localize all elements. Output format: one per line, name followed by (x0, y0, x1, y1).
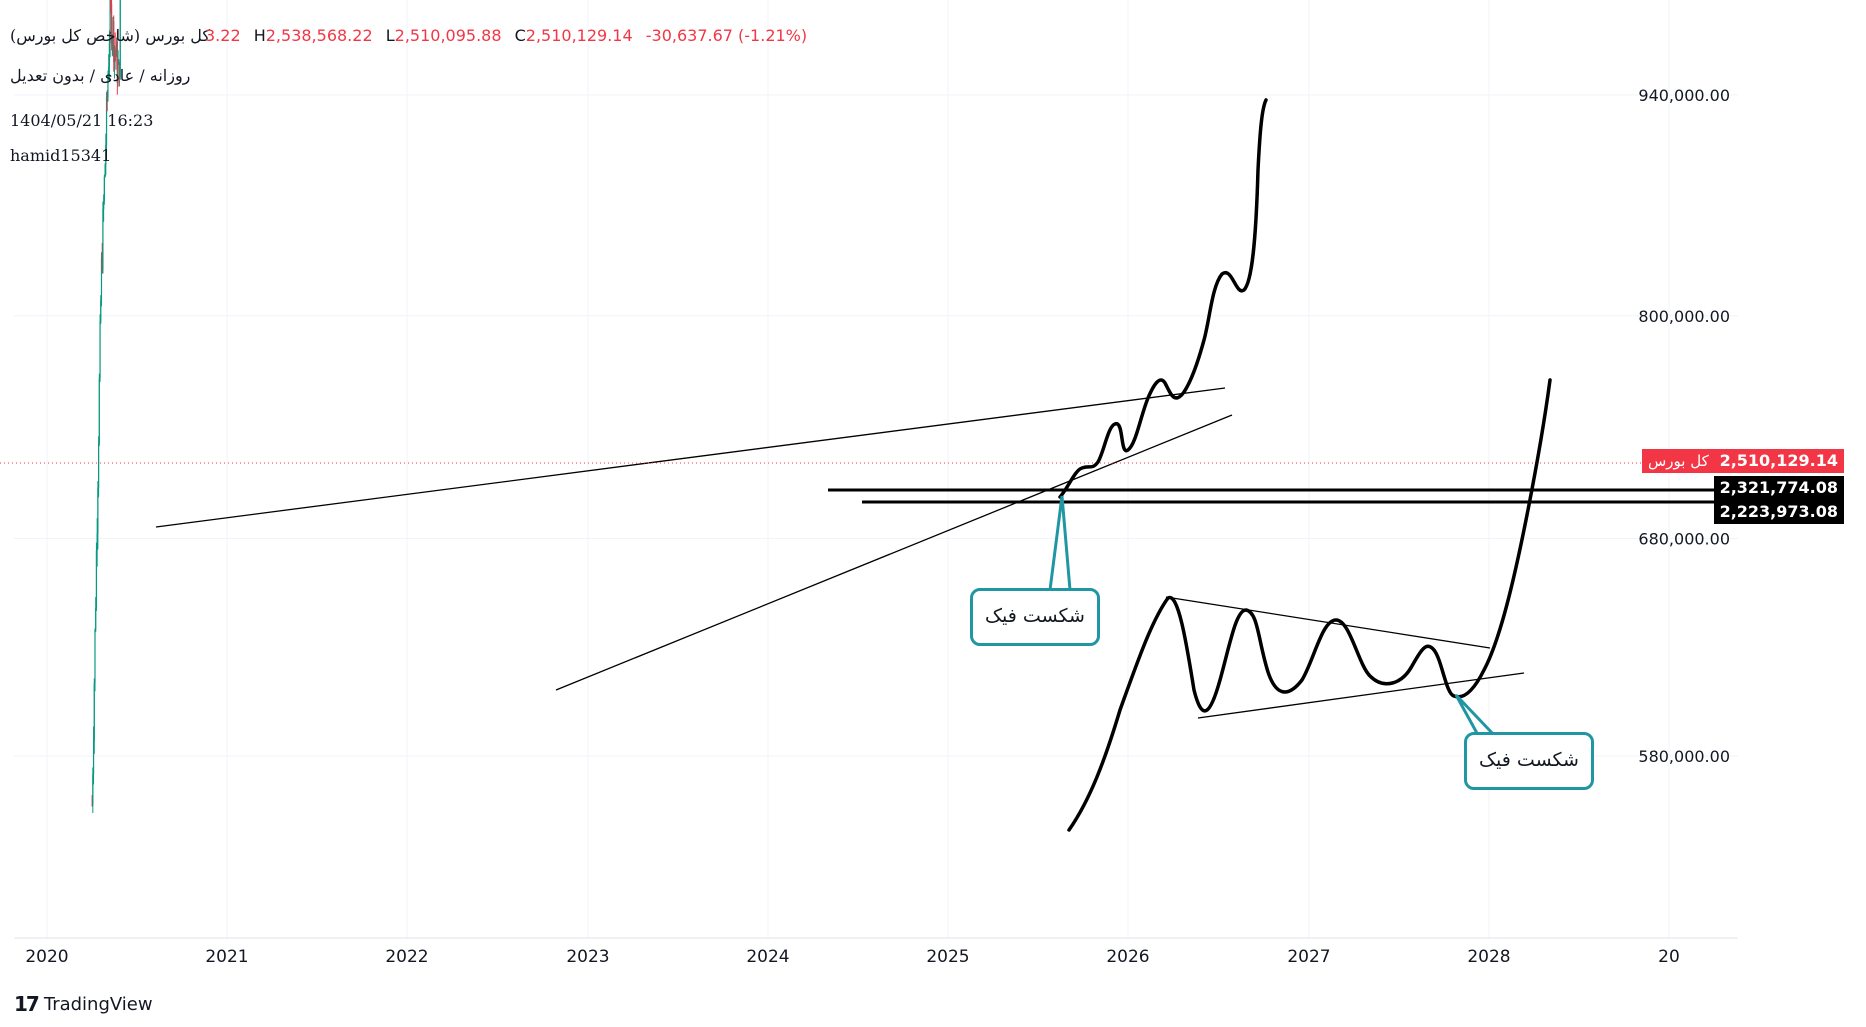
candle (101, 242, 103, 274)
tradingview-brand[interactable]: 17 TradingView (14, 992, 153, 1016)
candle (98, 373, 100, 446)
candle (100, 295, 102, 325)
candle (118, 59, 120, 65)
last-price-tag: 2,510,129.14 (1713, 449, 1844, 473)
ohlc-readout: 3.22 H2,538,568.22 L2,510,095.88 C2,510,… (205, 26, 807, 45)
candles-layer (91, 0, 121, 814)
y-tick-label: 580,000.00 (1638, 747, 1730, 766)
chart-grid (14, 0, 1738, 938)
candle (119, 0, 121, 80)
price-axis[interactable]: 580,000.00 680,000.00 800,000.00 940,000.00… (1613, 0, 1730, 766)
x-tick-label: 2027 (1287, 947, 1330, 967)
candle (108, 54, 110, 80)
candle (109, 0, 111, 58)
candle (92, 767, 94, 814)
candle (113, 15, 115, 72)
candle (114, 32, 116, 62)
y-tick-label: 800,000.00 (1638, 307, 1730, 326)
candle (104, 163, 106, 178)
x-tick-label: 2028 (1467, 947, 1510, 967)
candle (92, 726, 95, 785)
low-value: 2,510,095.88 (394, 26, 502, 45)
high-key: H (253, 26, 266, 45)
candle (103, 174, 105, 205)
brand-name: TradingView (43, 993, 153, 1015)
close-value: 2,510,129.14 (525, 26, 633, 45)
candle (97, 436, 100, 498)
candle (94, 628, 96, 692)
symbol-price-tag: کل بورس (1642, 449, 1715, 473)
candle (116, 37, 118, 58)
candle (99, 314, 101, 383)
candle (93, 678, 95, 754)
candle (110, 0, 112, 14)
candle (102, 201, 104, 274)
candle (116, 30, 118, 95)
symbol-title: کل بورس (شاخص کل بورس) (10, 26, 211, 45)
candle (108, 30, 111, 81)
x-tick-label: 2025 (926, 947, 969, 967)
y-tick-label: 940,000.00 (1638, 86, 1730, 105)
candle (107, 70, 109, 102)
plot-background (14, 0, 1738, 938)
candle (91, 795, 93, 807)
fake-breakout-callout-1[interactable]: شکست فیک (970, 588, 1100, 646)
candle (96, 518, 98, 567)
x-tick-label: 2026 (1106, 947, 1149, 967)
y-tick-label: 680,000.00 (1638, 529, 1730, 548)
tradingview-logo-icon: 17 (14, 992, 40, 1016)
datetime-label: 1404/05/21 16:23 (10, 111, 154, 130)
candle (103, 194, 105, 222)
candle (117, 50, 119, 87)
candle (115, 49, 117, 70)
candle (112, 16, 114, 57)
close-key: C (514, 26, 526, 45)
author-label: hamid15341 (10, 146, 112, 165)
time-axis[interactable]: 2020 2021 2022 2023 2024 2025 2026 2027 2028 20 (14, 937, 1738, 967)
candle (95, 597, 97, 633)
fake-breakout-callout-2[interactable]: شکست فیک (1464, 732, 1594, 790)
x-tick-label: 2021 (205, 947, 248, 967)
x-tick-label: 2022 (385, 947, 428, 967)
high-value: 2,538,568.22 (265, 26, 373, 45)
wedge-bottom-line (1197, 672, 1525, 719)
open-value: 3.22 (205, 26, 241, 45)
candle (100, 252, 103, 307)
x-tick-label: 2023 (566, 947, 609, 967)
x-tick-label: 20 (1658, 947, 1680, 967)
change-value: -30,637.67 (-1.21%) (645, 26, 808, 45)
candle (105, 91, 108, 153)
bull-projection-curve (1058, 98, 1268, 499)
upper-trend-line (155, 387, 1226, 528)
wedge-projection-curve (1067, 378, 1552, 832)
x-tick-label: 2024 (746, 947, 789, 967)
timeframe-label: روزانه / عادی / بدون تعدیل (10, 66, 191, 85)
candle (110, 0, 113, 51)
candle (106, 90, 108, 112)
candle (111, 34, 113, 56)
candle (113, 45, 116, 79)
level2-price-tag: 2,223,973.08 (1713, 500, 1844, 524)
rising-support-line (555, 414, 1233, 691)
x-tick-label: 2020 (25, 947, 68, 967)
low-key: L (385, 26, 395, 45)
level1-price-tag: 2,321,774.08 (1713, 476, 1844, 500)
candle (105, 133, 107, 176)
drawings-layer[interactable] (0, 98, 1728, 832)
candle (97, 480, 99, 550)
candle (95, 542, 98, 611)
candle (118, 61, 121, 87)
